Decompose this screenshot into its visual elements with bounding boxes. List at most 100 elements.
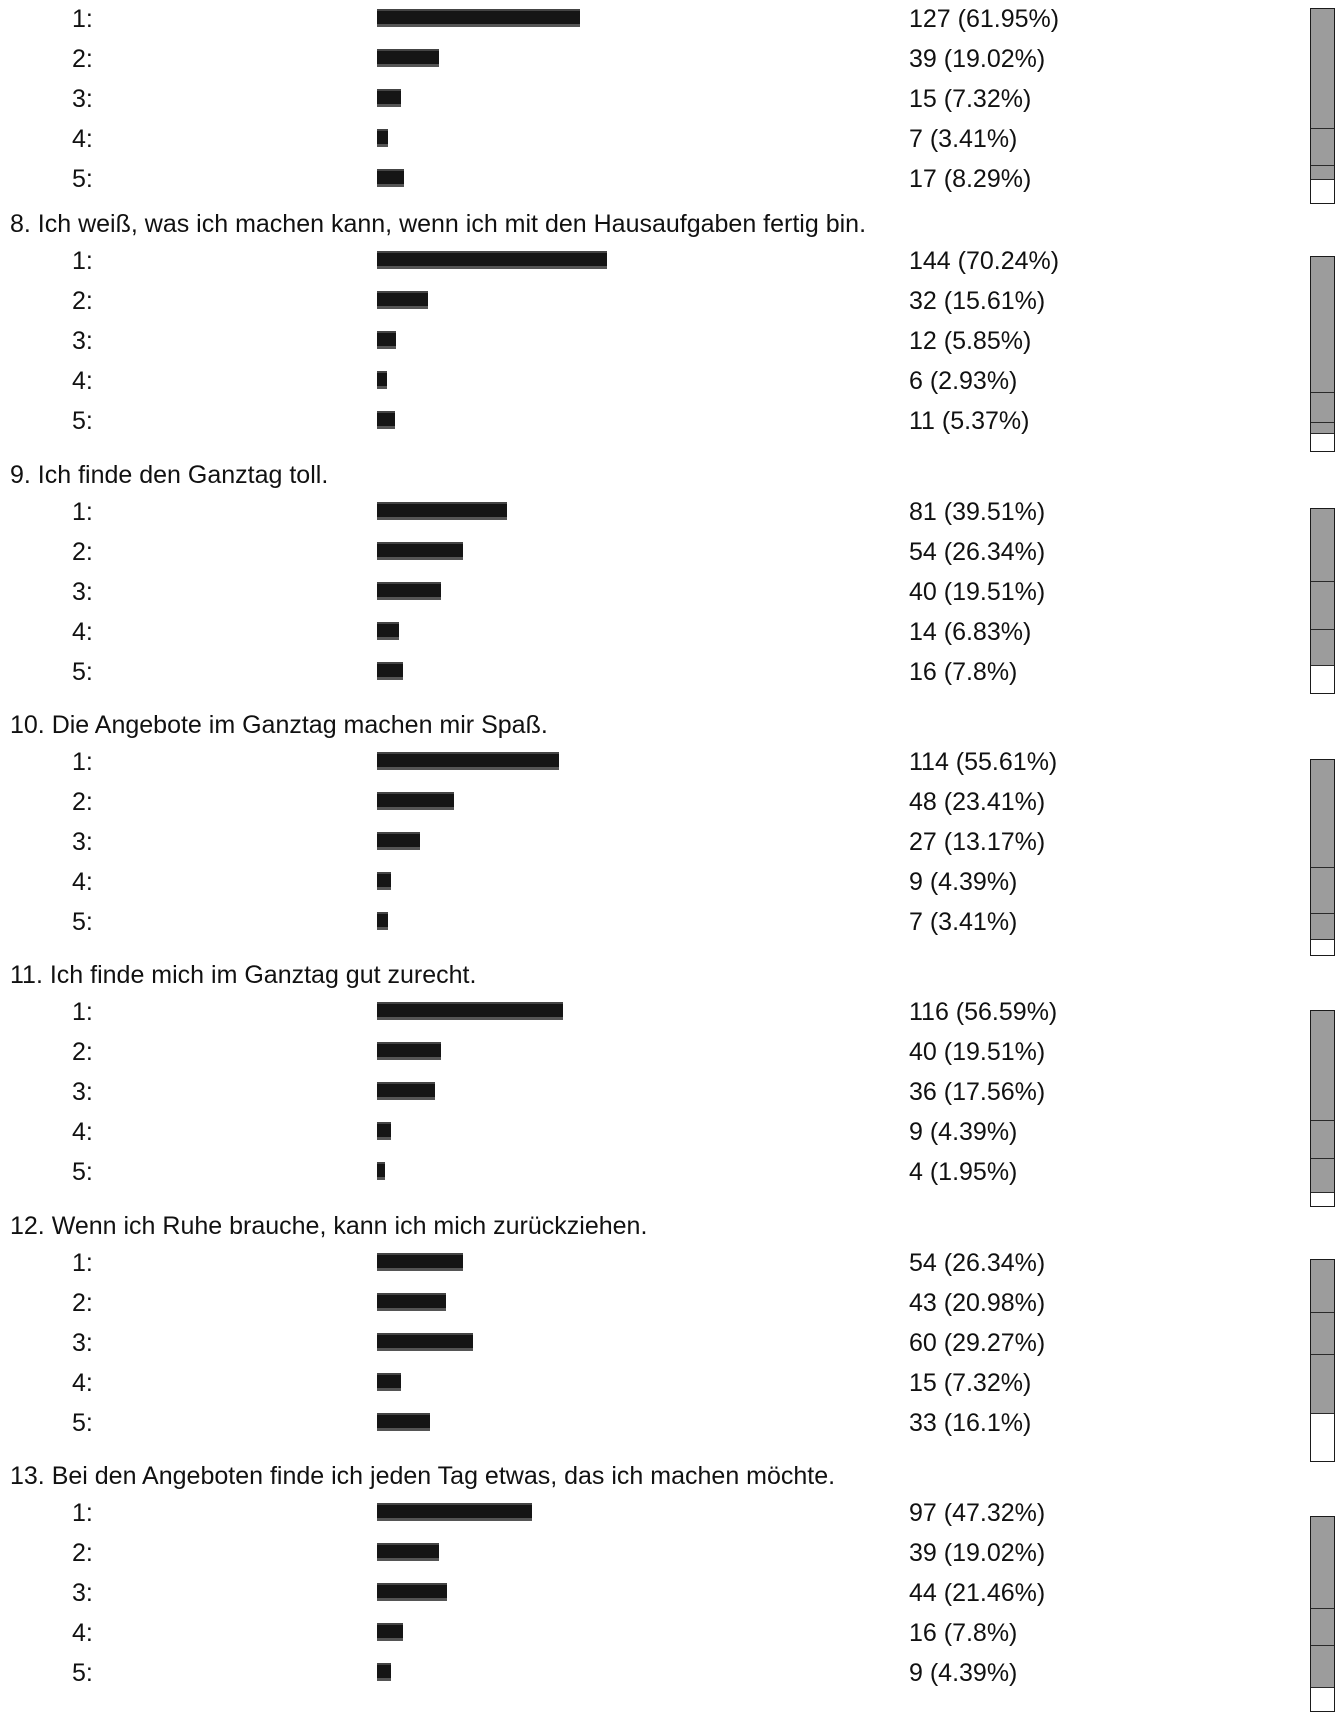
question-block: 11. Ich finde mich im Ganztag gut zurech… xyxy=(0,960,1337,1193)
response-bar xyxy=(377,752,559,770)
answer-row: 4: 9 (4.39%) xyxy=(0,1113,1200,1153)
question-block: 9. Ich finde den Ganztag toll. 1: 81 (39.5… xyxy=(0,460,1337,693)
stack-segment xyxy=(1311,1646,1334,1688)
count-percent-label: 48 (23.41%) xyxy=(909,788,1046,816)
response-bar xyxy=(377,832,420,850)
stack-segment xyxy=(1311,1193,1334,1202)
response-bar xyxy=(377,502,507,520)
answer-row: 3: 27 (13.17%) xyxy=(0,823,1200,863)
count-percent-label: 7 (3.41%) xyxy=(909,908,1018,936)
stacked-distribution-bar xyxy=(1310,1259,1335,1462)
count-percent-label: 33 (16.1%) xyxy=(909,1409,1032,1437)
answer-row: 3: 15 (7.32%) xyxy=(0,80,1200,120)
response-bar xyxy=(377,331,396,349)
answer-row: 3: 12 (5.85%) xyxy=(0,322,1200,362)
answer-row: 1: 54 (26.34%) xyxy=(0,1244,1200,1284)
answer-row: 3: 60 (29.27%) xyxy=(0,1324,1200,1364)
stack-segment xyxy=(1311,393,1334,423)
response-bar xyxy=(377,542,463,560)
stacked-distribution-bar xyxy=(1310,8,1335,204)
response-bar xyxy=(377,129,388,147)
response-bar xyxy=(377,1002,563,1020)
answer-row: 2: 43 (20.98%) xyxy=(0,1284,1200,1324)
option-label: 2: xyxy=(72,45,93,73)
stack-segment xyxy=(1311,423,1334,434)
answer-row: 4: 9 (4.39%) xyxy=(0,863,1200,903)
count-percent-label: 32 (15.61%) xyxy=(909,287,1046,315)
answer-row: 3: 44 (21.46%) xyxy=(0,1574,1200,1614)
option-label: 2: xyxy=(72,1539,93,1567)
option-label: 1: xyxy=(72,5,93,33)
stack-segment xyxy=(1311,1121,1334,1159)
answer-row: 2: 48 (23.41%) xyxy=(0,783,1200,823)
stack-segment xyxy=(1311,1355,1334,1414)
stack-segment xyxy=(1311,1414,1334,1429)
count-percent-label: 97 (47.32%) xyxy=(909,1499,1046,1527)
option-label: 5: xyxy=(72,407,93,435)
option-label: 4: xyxy=(72,367,93,395)
question-block: 10. Die Angebote im Ganztag machen mir S… xyxy=(0,710,1337,943)
stacked-distribution-bar xyxy=(1310,256,1335,452)
option-label: 2: xyxy=(72,788,93,816)
count-percent-label: 15 (7.32%) xyxy=(909,85,1032,113)
answer-row: 2: 40 (19.51%) xyxy=(0,1033,1200,1073)
question-title: 12. Wenn ich Ruhe brauche, kann ich mich… xyxy=(10,1212,648,1240)
answer-row: 1: 97 (47.32%) xyxy=(0,1494,1200,1534)
response-bar xyxy=(377,169,404,187)
stack-segment xyxy=(1311,1202,1334,1206)
stack-segment xyxy=(1311,868,1334,914)
response-bar xyxy=(377,662,403,680)
option-label: 5: xyxy=(72,658,93,686)
answer-row: 5: 11 (5.37%) xyxy=(0,402,1200,442)
question-title: 11. Ich finde mich im Ganztag gut zurech… xyxy=(10,961,477,989)
option-label: 1: xyxy=(72,498,93,526)
count-percent-label: 54 (26.34%) xyxy=(909,1249,1046,1277)
stack-segment xyxy=(1311,1703,1334,1711)
answer-row: 4: 16 (7.8%) xyxy=(0,1614,1200,1654)
count-percent-label: 54 (26.34%) xyxy=(909,538,1046,566)
stack-segment xyxy=(1311,630,1334,666)
question-block: 13. Bei den Angeboten finde ich jeden Ta… xyxy=(0,1461,1337,1694)
stack-segment xyxy=(1311,257,1334,393)
option-label: 5: xyxy=(72,1409,93,1437)
option-label: 3: xyxy=(72,85,93,113)
stack-segment xyxy=(1311,582,1334,630)
count-percent-label: 116 (56.59%) xyxy=(909,998,1058,1026)
option-label: 4: xyxy=(72,1619,93,1647)
option-label: 4: xyxy=(72,125,93,153)
response-bar xyxy=(377,89,401,107)
question-title: 13. Bei den Angeboten finde ich jeden Ta… xyxy=(10,1462,836,1490)
count-percent-label: 36 (17.56%) xyxy=(909,1078,1046,1106)
response-bar xyxy=(377,251,607,269)
stack-segment xyxy=(1311,9,1334,129)
answer-row: 1: 81 (39.51%) xyxy=(0,493,1200,533)
option-label: 2: xyxy=(72,1038,93,1066)
option-label: 3: xyxy=(72,828,93,856)
stack-segment xyxy=(1311,914,1334,940)
count-percent-label: 40 (19.51%) xyxy=(909,1038,1046,1066)
response-bar xyxy=(377,9,580,27)
response-bar xyxy=(377,1623,403,1641)
answer-row: 3: 36 (17.56%) xyxy=(0,1073,1200,1113)
response-bar xyxy=(377,1543,439,1561)
stack-segment xyxy=(1311,1011,1334,1121)
response-bar xyxy=(377,1583,447,1601)
stack-segment xyxy=(1311,129,1334,166)
stacked-distribution-bar xyxy=(1310,1010,1335,1207)
count-percent-label: 7 (3.41%) xyxy=(909,125,1018,153)
answer-row: 5: 16 (7.8%) xyxy=(0,653,1200,693)
response-bar xyxy=(377,1413,430,1431)
option-label: 4: xyxy=(72,1118,93,1146)
response-bar xyxy=(377,49,439,67)
response-bar xyxy=(377,1042,441,1060)
answer-row: 1: 144 (70.24%) xyxy=(0,242,1200,282)
count-percent-label: 14 (6.83%) xyxy=(909,618,1032,646)
answer-row: 5: 4 (1.95%) xyxy=(0,1153,1200,1193)
option-label: 3: xyxy=(72,327,93,355)
count-percent-label: 15 (7.32%) xyxy=(909,1369,1032,1397)
stacked-distribution-bar xyxy=(1310,1516,1335,1712)
response-bar xyxy=(377,872,391,890)
count-percent-label: 11 (5.37%) xyxy=(909,407,1030,435)
answer-row: 1: 114 (55.61%) xyxy=(0,743,1200,783)
count-percent-label: 81 (39.51%) xyxy=(909,498,1046,526)
